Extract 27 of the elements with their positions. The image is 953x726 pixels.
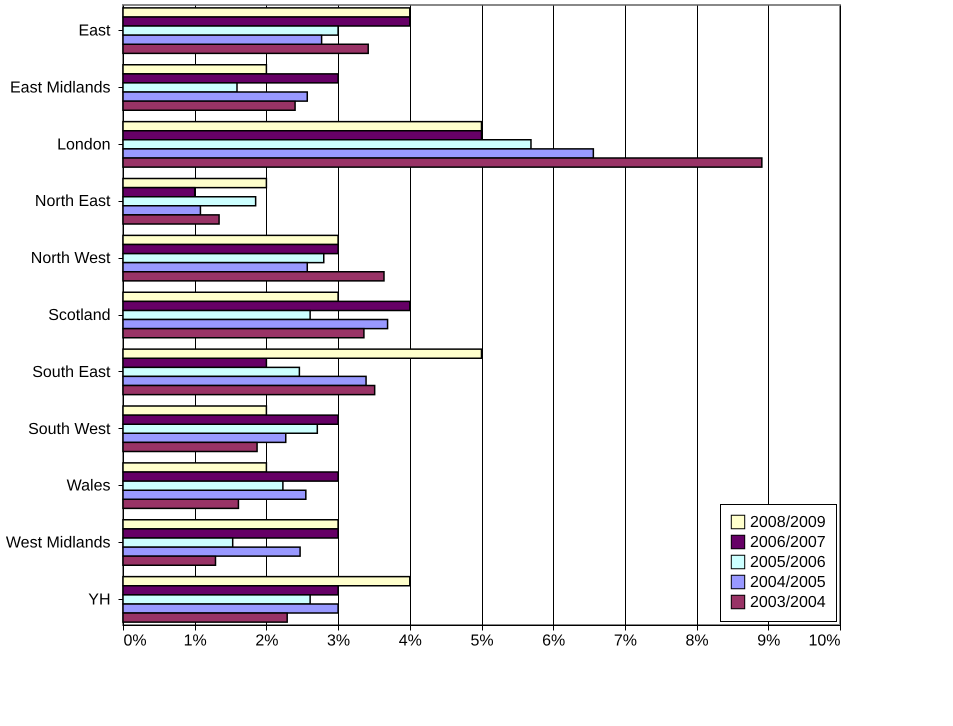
legend-label: 2004/2005	[750, 574, 826, 591]
x-tick-label: 2%	[255, 632, 278, 650]
x-tick-label: 7%	[614, 632, 637, 650]
y-tick-label: East Midlands	[10, 79, 110, 96]
y-tick-label: South East	[32, 364, 112, 381]
x-tick-label: 6%	[542, 632, 566, 650]
x-tick-label: 4%	[398, 632, 422, 650]
y-tick-label: North West	[30, 250, 112, 268]
y-tick-label: Scotland	[48, 307, 110, 324]
y-tick-label: Wales	[66, 478, 110, 495]
y-tick-label: London	[57, 136, 110, 154]
legend-label: 2005/2006	[750, 554, 826, 571]
legend-label: 2006/2007	[750, 534, 826, 551]
y-tick-label: YH	[88, 591, 110, 608]
y-tick-label: South West	[28, 420, 112, 438]
legend-label: 2003/2004	[750, 594, 826, 611]
x-tick-label: 5%	[470, 632, 494, 650]
x-tick-label: 0%	[124, 632, 147, 650]
x-tick-label: 1%	[184, 632, 207, 650]
y-tick-label: East	[78, 22, 112, 40]
x-tick-label: 9%	[757, 632, 780, 650]
legend-label: 2008/2009	[750, 514, 826, 531]
x-tick-label: 3%	[327, 632, 350, 650]
y-tick-label: North East	[34, 193, 112, 210]
x-tick-label: 10%	[808, 632, 840, 650]
x-tick-label: 8%	[686, 632, 709, 650]
y-tick-label: West Midlands	[6, 534, 110, 552]
